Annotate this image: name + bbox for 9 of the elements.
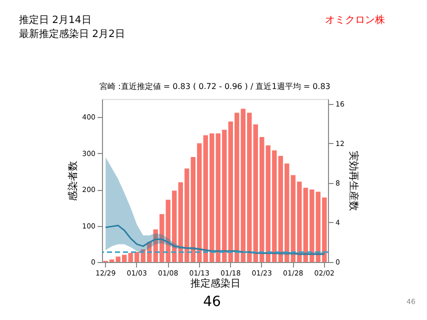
- y2-axis-title: 実効再生産数: [347, 151, 360, 211]
- line-series: [104, 224, 326, 255]
- text: 推定日 2月14日: [19, 15, 92, 26]
- text: 46: [203, 294, 221, 310]
- chart-title: 宮崎 :直近推定値 = 0.83 ( 0.72 - 0.96 ) / 直近1週平均 = 0.83: [100, 82, 330, 91]
- text: オミクロン株: [325, 14, 385, 26]
- y-axis-title: 感染者数: [67, 161, 80, 201]
- text: 最新推定感染日 2月2日: [19, 29, 125, 40]
- x-axis-title: 推定感染日: [190, 278, 240, 290]
